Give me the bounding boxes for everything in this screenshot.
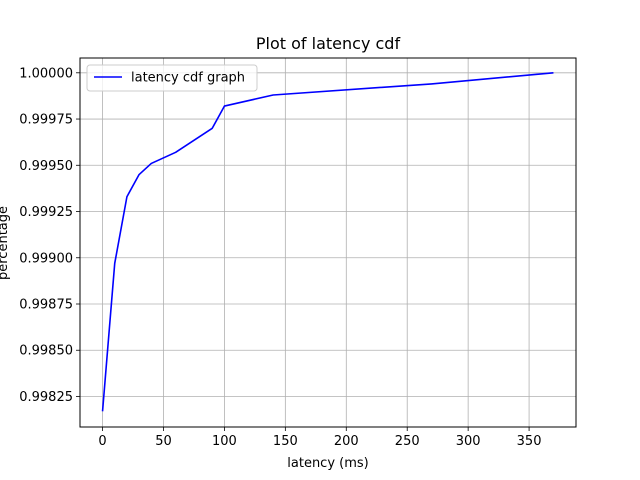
y-tick-label: 0.99825	[19, 390, 73, 405]
x-tick-label: 250	[395, 434, 420, 449]
grid	[80, 58, 576, 427]
y-tick-label: 0.99900	[19, 251, 73, 266]
legend-box	[86, 64, 258, 92]
plot-area	[79, 57, 577, 428]
y-tick-label: 0.99850	[19, 344, 73, 359]
x-tick-label: 50	[155, 434, 172, 449]
x-tick-label: 100	[212, 434, 237, 449]
y-axis-label: percentage	[0, 206, 11, 280]
legend-label: latency cdf graph	[131, 71, 245, 86]
y-tick-label: 0.99875	[19, 298, 73, 313]
x-tick-label: 0	[98, 434, 106, 449]
x-axis-label: latency (ms)	[287, 456, 368, 471]
x-tick-label: 350	[517, 434, 542, 449]
legend: latency cdf graph	[86, 64, 258, 92]
y-tick-label: 0.99950	[19, 159, 73, 174]
y-tick-label: 1.00000	[19, 66, 73, 81]
series-line	[101, 72, 554, 412]
x-tick-label: 200	[334, 434, 359, 449]
y-tick-label: 0.99975	[19, 113, 73, 128]
series-layer	[101, 72, 554, 412]
y-axis: 0.99825 0.99850 0.99875 0.99900 0.99925 0.999…	[19, 66, 80, 405]
y-tick-label: 0.99925	[19, 205, 73, 220]
x-tick-label: 150	[273, 434, 298, 449]
chart-title: Plot of latency cdf	[256, 34, 401, 53]
x-tick-label: 300	[456, 434, 481, 449]
x-axis: 0 50 100 150 200 250 300 350	[98, 427, 541, 449]
